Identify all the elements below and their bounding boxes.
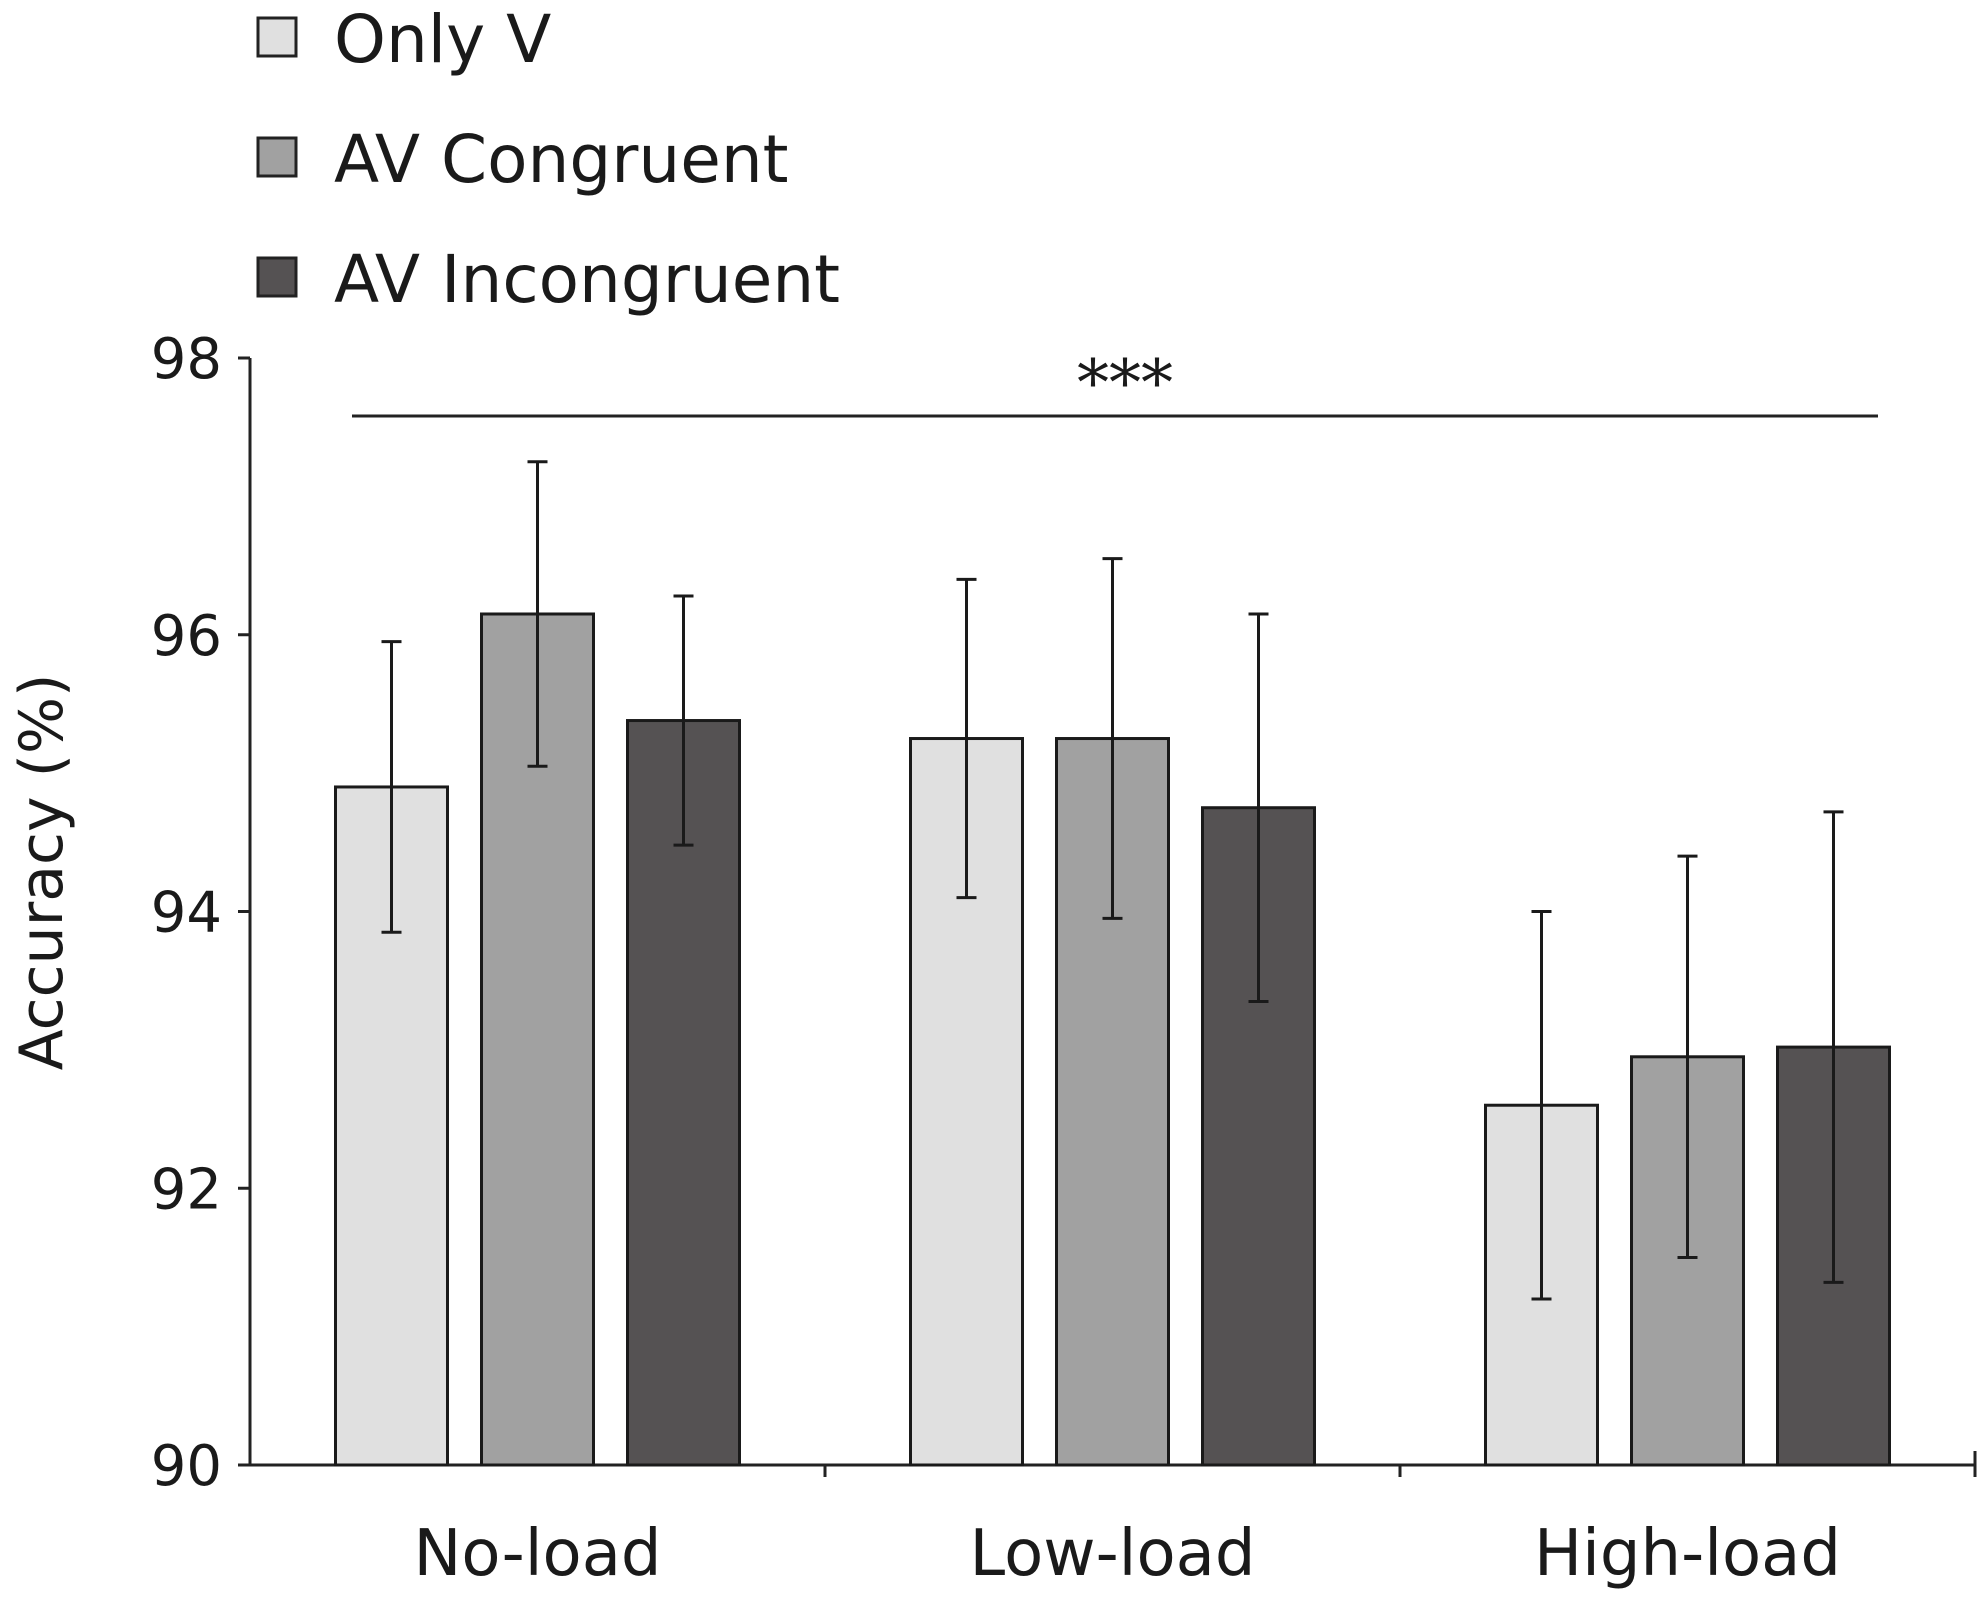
category-label-no-load: No-load — [413, 1517, 661, 1591]
significance-label: *** — [1077, 347, 1173, 421]
legend-label-av-incongruent: AV Incongruent — [334, 241, 840, 318]
y-axis-title: Accuracy (%) — [7, 674, 77, 1071]
y-tick-label: 90 — [151, 1434, 222, 1499]
legend-swatch-only-v — [256, 16, 298, 58]
legend-item-av-congruent: AV Congruent — [256, 121, 789, 198]
bars — [334, 612, 1891, 1467]
x-ticks — [823, 1451, 1977, 1477]
y-tick-label: 98 — [151, 327, 222, 392]
legend-item-only-v: Only V — [256, 1, 551, 78]
legend-item-av-incongruent: AV Incongruent — [256, 241, 840, 318]
error-bars — [381, 460, 1844, 1301]
category-label-high-load: High-load — [1534, 1517, 1841, 1591]
category-label-low-load: Low-load — [970, 1517, 1256, 1591]
legend: Only V AV Congruent AV Incongruent — [256, 1, 840, 318]
legend-swatch-av-incongruent — [256, 256, 298, 298]
legend-label-av-congruent: AV Congruent — [334, 121, 789, 198]
category-labels: No-load Low-load High-load — [413, 1517, 1841, 1591]
y-ticks: 90 92 94 96 98 — [151, 327, 250, 1499]
y-tick-label: 96 — [151, 604, 222, 669]
y-tick-label: 94 — [151, 881, 222, 946]
legend-swatch-av-congruent — [256, 136, 298, 178]
legend-label-only-v: Only V — [334, 1, 551, 78]
y-tick-label: 92 — [151, 1157, 222, 1222]
